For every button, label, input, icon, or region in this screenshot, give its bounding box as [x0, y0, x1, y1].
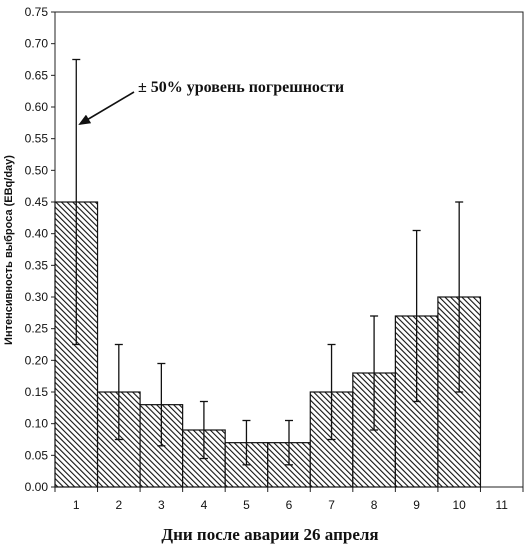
y-tick-label: 0.65 — [25, 68, 49, 82]
error-bar — [412, 229, 421, 403]
x-tick-label: 3 — [158, 498, 165, 512]
x-tick-label: 8 — [371, 498, 378, 512]
y-tick-label: 0.45 — [25, 195, 49, 209]
x-tick-label: 6 — [286, 498, 293, 512]
y-tick-label: 0.40 — [25, 227, 49, 241]
y-axis-ticks: 0.00 0.05 0.10 0.15 0.20 0.25 0.30 0.35 0.40 0.45… — [25, 5, 55, 494]
error-bar — [327, 343, 336, 441]
annotation-arrow — [78, 91, 135, 126]
x-tick-label: 11 — [495, 498, 508, 512]
x-axis-label: Дни после аварии 26 апреля — [161, 525, 378, 544]
y-axis-label: Интенсивность выброса (EBq/day) — [3, 155, 15, 345]
error-bar — [370, 315, 379, 431]
error-bar — [72, 58, 81, 346]
error-annotation: ± 50% уровень погрешности — [138, 79, 344, 96]
y-tick-label: 0.75 — [25, 5, 49, 19]
x-tick-label: 9 — [413, 498, 420, 512]
error-bar — [157, 362, 166, 447]
error-bars — [72, 58, 464, 466]
x-tick-label: 4 — [201, 498, 208, 512]
x-axis-ticks: 1 2 3 4 5 6 7 8 9 10 11 — [54, 487, 524, 512]
y-tick-label: 0.15 — [25, 385, 49, 399]
x-tick-label: 1 — [73, 498, 80, 512]
error-bar — [285, 419, 293, 466]
y-tick-label: 0.60 — [25, 100, 49, 114]
y-tick-label: 0.70 — [25, 37, 49, 51]
y-tick-label: 0.35 — [25, 258, 49, 272]
error-bar — [199, 400, 208, 460]
error-bar — [242, 419, 251, 466]
error-bar — [114, 343, 123, 441]
y-tick-label: 0.10 — [25, 417, 49, 431]
x-tick-label: 2 — [115, 498, 122, 512]
error-bar — [455, 201, 464, 393]
y-tick-label: 0.20 — [25, 353, 49, 367]
y-tick-label: 0.55 — [25, 132, 49, 146]
y-tick-label: 0.25 — [25, 322, 49, 336]
x-tick-label: 7 — [328, 498, 335, 512]
y-tick-label: 0.50 — [25, 163, 49, 177]
y-tick-label: 0.30 — [25, 290, 49, 304]
y-tick-label: 0.05 — [25, 448, 49, 462]
x-tick-label: 5 — [243, 498, 250, 512]
y-tick-label: 0.00 — [25, 480, 49, 494]
x-tick-label: 10 — [453, 498, 467, 512]
